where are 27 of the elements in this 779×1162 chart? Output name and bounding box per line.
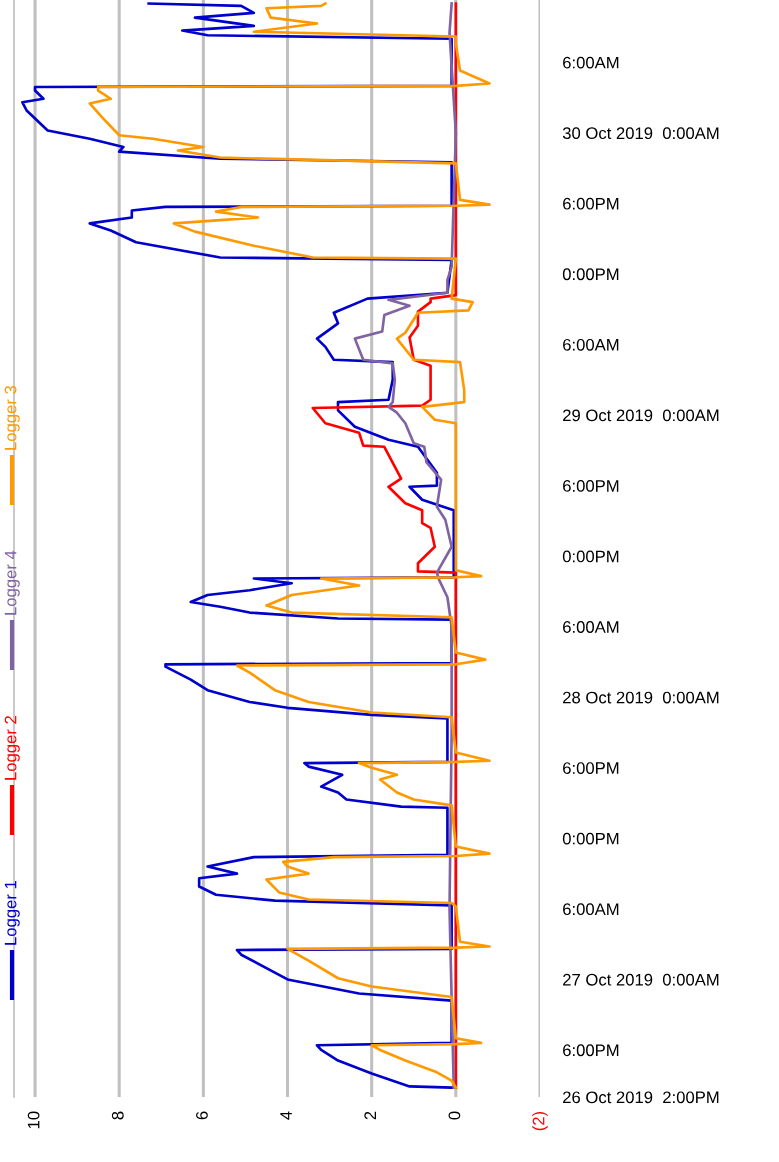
y-tick-label: 6:00AM — [563, 621, 619, 633]
x-tick-label: (2) — [532, 1111, 548, 1131]
x-tick-label: 8 — [111, 1111, 124, 1120]
x-tick-label: 10 — [27, 1111, 40, 1129]
y-tick-label: 30 Oct 2019 0:00AM — [562, 127, 719, 140]
text: Logger 1 — [4, 881, 20, 945]
y-tick-label: 27 Oct 2019 0:00AM — [563, 973, 719, 986]
x-tick-label: 4 — [280, 1111, 292, 1120]
y-tick-label: 0:00PM — [562, 550, 619, 563]
y-tick-label: 6:00PM — [563, 480, 619, 492]
x-tick-label: 2 — [364, 1111, 376, 1120]
x-tick-label: 6 — [196, 1111, 208, 1120]
y-tick-label: 6:00PM — [563, 762, 619, 774]
text: Logger 3 — [4, 385, 20, 450]
y-tick-label: 0:00PM — [562, 832, 619, 845]
y-tick-label: 6:00AM — [563, 338, 619, 351]
text: Logger 4 — [4, 550, 20, 615]
y-tick-label: 26 Oct 2019 2:00PM — [563, 1091, 719, 1104]
y-tick-label: 0:00PM — [562, 268, 619, 281]
y-tick-label: 28 Oct 2019 0:00AM — [563, 691, 719, 704]
y-tick-label: 6:00AM — [563, 56, 619, 69]
x-tick-label: 0 — [448, 1111, 461, 1120]
y-tick-label: 29 Oct 2019 0:00AM — [563, 409, 719, 422]
y-tick-label: 6:00AM — [563, 903, 619, 916]
text: Logger 2 — [4, 716, 20, 780]
y-tick-label: 6:00PM — [563, 1044, 619, 1057]
y-tick-label: 6:00PM — [563, 197, 619, 210]
